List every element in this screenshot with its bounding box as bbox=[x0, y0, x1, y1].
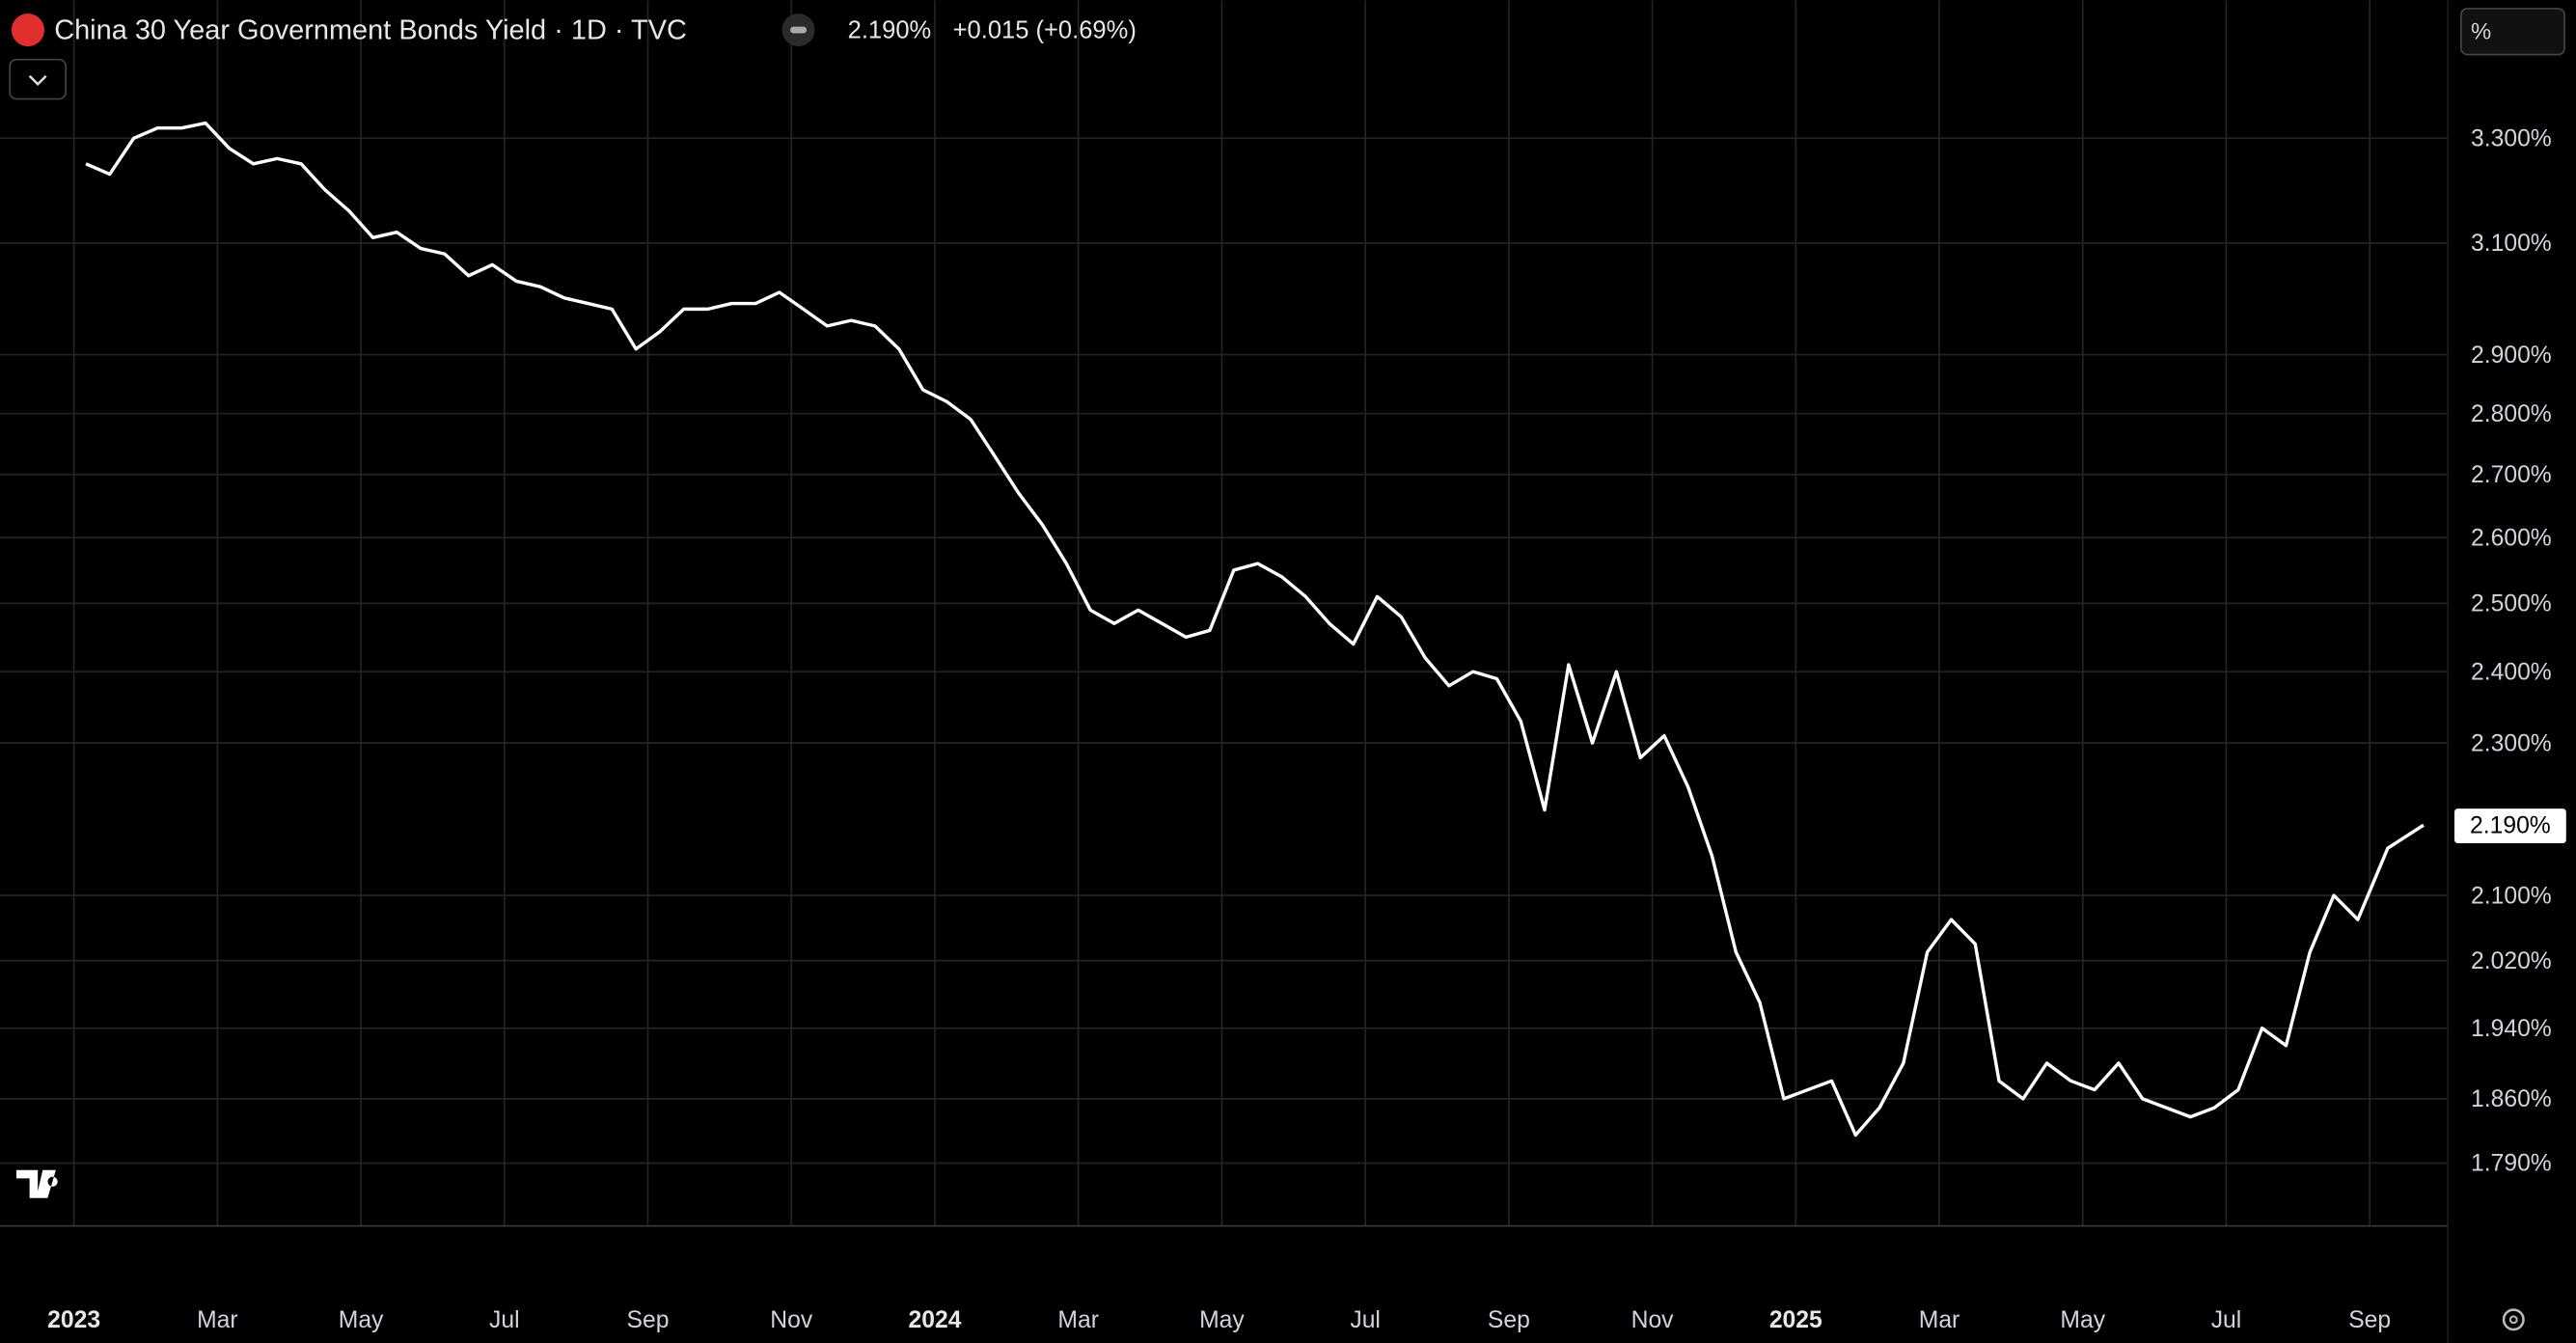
price-tag: 2.190% bbox=[2453, 809, 2566, 843]
x-tick-label: Jul bbox=[489, 1307, 520, 1333]
y-tick-label: 3.300% bbox=[2471, 125, 2552, 151]
y-tick-label: 2.020% bbox=[2471, 948, 2552, 974]
y-tick-label: 2.100% bbox=[2471, 883, 2552, 909]
chevron-icon bbox=[28, 74, 47, 87]
x-tick-label: Nov bbox=[1631, 1307, 1675, 1333]
y-tick-label: 2.600% bbox=[2471, 525, 2552, 551]
x-tick-label: Mar bbox=[1919, 1307, 1960, 1333]
last-price: 2.190% bbox=[848, 17, 932, 44]
logo[interactable] bbox=[16, 1169, 58, 1198]
x-tick-label: Nov bbox=[770, 1307, 813, 1333]
y-tick-label: 1.790% bbox=[2471, 1151, 2552, 1177]
x-tick-label: Sep bbox=[627, 1307, 670, 1333]
unit-button[interactable] bbox=[2459, 8, 2565, 56]
unit-label: % bbox=[2471, 19, 2491, 45]
x-tick-label: May bbox=[1199, 1307, 1245, 1333]
status-icon-mark bbox=[790, 26, 808, 34]
price-tag-box bbox=[2453, 809, 2566, 843]
y-tick-label: 1.860% bbox=[2471, 1086, 2552, 1112]
y-tick-label: 2.400% bbox=[2471, 659, 2552, 685]
flag-icon bbox=[11, 14, 44, 47]
price-change: +0.015 (+0.69%) bbox=[953, 17, 1137, 44]
chart-title: China 30 Year Government Bonds Yield · 1… bbox=[54, 14, 687, 45]
x-tick-label: May bbox=[339, 1307, 384, 1333]
y-tick-label: 2.900% bbox=[2471, 343, 2552, 369]
x-tick-label: Sep bbox=[1488, 1307, 1530, 1333]
x-tick-label: Mar bbox=[197, 1307, 238, 1333]
y-tick-label: 3.100% bbox=[2471, 231, 2552, 257]
plot bbox=[85, 121, 2425, 1137]
x-tick-label: Mar bbox=[1057, 1307, 1099, 1333]
y-tick-label: 2.800% bbox=[2471, 401, 2552, 427]
x-tick-label: 2023 bbox=[47, 1307, 100, 1333]
collapse-button[interactable] bbox=[9, 58, 67, 100]
settings-icon[interactable] bbox=[2502, 1308, 2525, 1331]
x-tick-label: 2025 bbox=[1769, 1307, 1822, 1333]
x-tick-label: Sep bbox=[2348, 1307, 2391, 1333]
settings-icon-center bbox=[2508, 1315, 2518, 1325]
price-line bbox=[85, 121, 2425, 1137]
x-tick-label: Jul bbox=[2211, 1307, 2242, 1333]
y-tick-label: 2.300% bbox=[2471, 730, 2552, 756]
x-tick-label: Jul bbox=[1350, 1307, 1381, 1333]
y-tick-label: 2.700% bbox=[2471, 462, 2552, 488]
y-tick-label: 2.500% bbox=[2471, 591, 2552, 617]
x-tick-label: 2024 bbox=[909, 1307, 962, 1333]
price-tag-label: 2.190% bbox=[2470, 812, 2551, 838]
y-tick-label: 1.940% bbox=[2471, 1016, 2552, 1042]
x-tick-label: May bbox=[2060, 1307, 2105, 1333]
